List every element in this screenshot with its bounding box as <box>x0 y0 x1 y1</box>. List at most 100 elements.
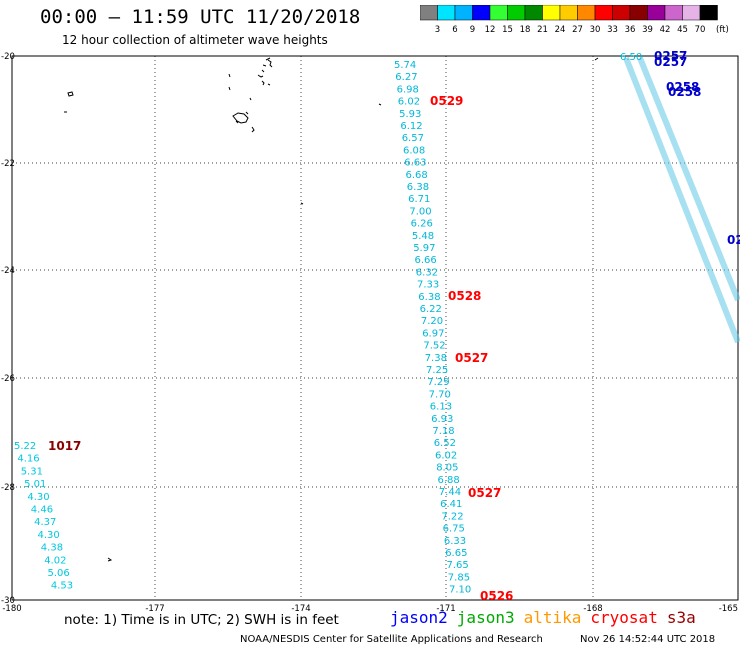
longitude-tick-label: -168 <box>583 604 602 614</box>
track-value: 6.63 <box>404 158 426 169</box>
color-scale-label: 42 <box>660 25 671 35</box>
track-value: 6.57 <box>402 133 424 144</box>
latitude-tick-label: -30 <box>1 596 15 606</box>
track-value: 4.02 <box>44 555 66 566</box>
pass-time-label: 0257 <box>654 49 687 63</box>
track-value: 7.38 <box>425 353 447 364</box>
color-scale-label: 39 <box>642 25 653 35</box>
color-scale-labels: 3 6 9 12 15 18 21 24 27 30 33 36 39 42 45 70 <box>435 25 706 35</box>
color-scale-legend: 3 6 9 12 15 18 21 24 27 30 33 36 39 42 45 70 (ft) <box>420 5 729 35</box>
track-value: 5.06 <box>48 568 70 579</box>
track-value: 4.46 <box>31 505 53 516</box>
west-track-values: 5.22 4.165.31 5.01 4.30 4.464.37 4.30 4.384.02… <box>14 441 73 592</box>
track-value: 5.48 <box>412 231 434 242</box>
latitude-tick-label: -28 <box>1 483 15 493</box>
east-track-band <box>637 56 740 302</box>
track-value: 6.66 <box>415 255 437 266</box>
track-value: 5.74 <box>394 60 416 71</box>
track-value: 7.20 <box>421 316 443 327</box>
track-value: 6.13 <box>430 402 452 413</box>
east-track-start-value: 6.50 <box>620 52 642 63</box>
latitude-tick-label: -24 <box>1 266 15 276</box>
map-frame <box>11 55 739 601</box>
track-value: 6.26 <box>411 219 433 230</box>
satellite-name-cryosat: cryosat <box>590 608 658 627</box>
page-title: 00:00 – 11:59 UTC 11/20/2018 <box>40 6 361 28</box>
track-value: 7.33 <box>417 280 439 291</box>
longitude-tick-label: -171 <box>436 604 455 614</box>
track-value: 7.85 <box>448 572 470 583</box>
latitude-tick-label: -20 <box>1 52 15 62</box>
color-scale-label: 45 <box>677 25 688 35</box>
color-scale-label: 3 <box>435 25 440 35</box>
satellite-name-jason2: jason2 <box>390 608 448 627</box>
color-scale-label: 33 <box>607 25 618 35</box>
longitude-tick-labels: -180 -177 -174 -171 -168 -165 <box>2 604 738 614</box>
track-value: 6.08 <box>403 145 425 156</box>
track-value: 7.52 <box>423 341 445 352</box>
footer-note: note: 1) Time is in UTC; 2) SWH is in fe… <box>64 612 339 628</box>
track-value: 7.00 <box>409 206 431 217</box>
track-value: 6.93 <box>431 414 453 425</box>
track-value: 7.10 <box>449 585 471 596</box>
east-track-band <box>623 56 740 344</box>
track-value: 7.18 <box>432 426 454 437</box>
longitude-tick-label: -180 <box>2 604 21 614</box>
credit-line: NOAA/NESDIS Center for Satellite Applica… <box>240 634 543 645</box>
island-outline <box>232 111 255 133</box>
page-subtitle: 12 hour collection of altimeter wave hei… <box>62 33 328 47</box>
color-scale-label: 18 <box>520 25 531 35</box>
track-value: 6.02 <box>435 450 457 461</box>
track-value: 4.30 <box>38 530 60 541</box>
pass-time-label: 1017 <box>48 439 81 453</box>
longitude-tick-label: -174 <box>291 604 310 614</box>
color-scale-unit: (ft) <box>716 25 729 35</box>
track-value: 6.02 <box>398 97 420 108</box>
track-value: 4.38 <box>41 543 63 554</box>
track-value: 6.88 <box>438 475 460 486</box>
track-value: 6.22 <box>420 304 442 315</box>
island-outline <box>107 57 599 562</box>
track-value: 6.97 <box>422 328 444 339</box>
track-value: 4.53 <box>51 581 73 592</box>
color-scale-label: 24 <box>555 25 566 35</box>
latitude-tick-labels: -20 -22 -24 -26 -28 -30 <box>1 52 15 606</box>
color-scale-label: 36 <box>625 25 636 35</box>
color-scale-label: 12 <box>485 25 496 35</box>
track-value: 6.33 <box>444 536 466 547</box>
track-value: 5.31 <box>21 466 43 477</box>
pass-time-label: 0527 <box>455 351 488 365</box>
map-gridlines <box>12 56 738 600</box>
track-value: 8.05 <box>436 463 458 474</box>
track-value: 7.29 <box>427 377 449 388</box>
track-value: 6.38 <box>418 292 440 303</box>
track-value: 6.68 <box>406 170 428 181</box>
latitude-tick-label: -26 <box>1 374 15 384</box>
track-value: 7.65 <box>447 560 469 571</box>
track-value: 6.12 <box>400 121 422 132</box>
color-scale-label: 6 <box>452 25 457 35</box>
longitude-tick-label: -165 <box>719 604 738 614</box>
color-swatch <box>699 5 718 21</box>
longitude-tick-label: -177 <box>145 604 164 614</box>
track-value: 4.16 <box>17 454 39 465</box>
color-scale-label: 21 <box>537 25 548 35</box>
satellite-name-jason3: jason3 <box>456 608 515 627</box>
track-value: 4.37 <box>34 517 56 528</box>
pass-time-label: 02 <box>727 233 740 247</box>
main-track-values: 5.746.276.986.025.936.126.576.086.636.68… <box>394 60 471 596</box>
track-value: 6.65 <box>445 548 467 559</box>
track-value: 7.44 <box>439 487 461 498</box>
pass-time-label: 0529 <box>430 94 463 108</box>
generation-timestamp: Nov 26 14:52:44 UTC 2018 <box>580 634 716 645</box>
pass-time-label: 0258 <box>668 85 701 99</box>
island-outlines <box>64 57 599 562</box>
track-value: 7.22 <box>441 511 463 522</box>
pass-time-label: 0258 <box>666 80 699 94</box>
color-scale-label: 15 <box>502 25 513 35</box>
color-scale-label: 27 <box>572 25 583 35</box>
pass-time-label: 0528 <box>448 289 481 303</box>
track-value: 4.30 <box>27 492 49 503</box>
